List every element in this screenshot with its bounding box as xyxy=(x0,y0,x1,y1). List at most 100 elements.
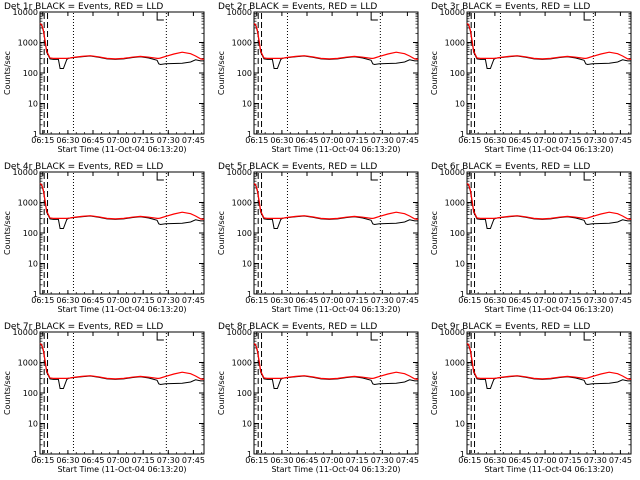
y-tick-label: 100 xyxy=(23,229,38,238)
x-tick-label: 07:45 xyxy=(396,136,419,145)
y-tick-label: 1000 xyxy=(18,39,38,48)
x-tick-label: 06:30 xyxy=(270,456,293,465)
x-tick-label: 07:30 xyxy=(371,296,394,305)
interval-bracket xyxy=(156,332,164,341)
x-tick-label: 06:15 xyxy=(245,296,268,305)
y-tick-label: 1 xyxy=(247,290,252,299)
x-tick-label: 07:45 xyxy=(182,456,205,465)
y-tick-label: 100 xyxy=(450,229,465,238)
chart-title: Det 3r BLACK = Events, RED = LLD xyxy=(431,2,590,12)
y-tick-label: 100 xyxy=(237,69,252,78)
x-tick-label: 06:30 xyxy=(483,456,506,465)
series-line-events xyxy=(466,23,631,69)
y-axis-label: Counts/sec xyxy=(430,51,439,95)
x-tick-label: 07:15 xyxy=(132,456,155,465)
y-tick-label: 100 xyxy=(450,389,465,398)
x-axis-label: Start Time (11-Oct-04 06:13:20) xyxy=(271,465,400,474)
y-tick-label: 10 xyxy=(242,260,252,269)
series-line-lld xyxy=(39,183,205,220)
y-axis-label: Counts/sec xyxy=(3,371,12,415)
y-tick-label: 1000 xyxy=(18,359,38,368)
chart-panel-8: Det 8r BLACK = Events, RED = LLD 1 10 100 10… xyxy=(217,322,419,474)
series-line-lld xyxy=(466,183,632,220)
x-axis-label: Start Time (11-Oct-04 06:13:20) xyxy=(484,145,613,154)
x-tick-label: 07:30 xyxy=(157,136,180,145)
x-axis-label: Start Time (11-Oct-04 06:13:20) xyxy=(57,305,186,314)
x-tick-label: 06:45 xyxy=(508,456,531,465)
plot-frame xyxy=(466,11,632,135)
plot-frame xyxy=(39,11,205,135)
y-axis-label: Counts/sec xyxy=(3,51,12,95)
plot-frame xyxy=(253,11,419,135)
y-tick-label: 10 xyxy=(242,420,252,429)
y-tick-label: 1 xyxy=(460,290,465,299)
y-tick-label: 1000 xyxy=(232,39,252,48)
x-tick-label: 06:15 xyxy=(458,296,481,305)
chart-panel-2: Det 2r BLACK = Events, RED = LLD 1 10 100 10… xyxy=(217,2,419,154)
interval-bracket xyxy=(370,12,378,21)
y-tick-label: 100 xyxy=(237,229,252,238)
y-tick-label: 1 xyxy=(247,450,252,459)
y-tick-label: 10 xyxy=(28,260,38,269)
plot-frame xyxy=(253,331,419,455)
x-tick-label: 06:15 xyxy=(458,456,481,465)
x-tick-label: 07:15 xyxy=(559,136,582,145)
y-tick-label: 1000 xyxy=(445,359,465,368)
chart-title: Det 4r BLACK = Events, RED = LLD xyxy=(4,162,163,172)
y-tick-label: 1000 xyxy=(232,359,252,368)
x-tick-label: 06:15 xyxy=(245,456,268,465)
series-line-events xyxy=(253,23,418,69)
chart-panel-6: Det 6r BLACK = Events, RED = LLD 1 10 100 10… xyxy=(430,162,632,314)
y-tick-label: 10000 xyxy=(13,328,38,337)
x-tick-label: 06:30 xyxy=(483,296,506,305)
x-tick-label: 07:00 xyxy=(534,456,557,465)
x-tick-label: 06:30 xyxy=(270,296,293,305)
series-line-events xyxy=(466,183,631,229)
y-tick-label: 10000 xyxy=(227,8,252,17)
x-tick-label: 06:30 xyxy=(56,456,79,465)
y-tick-label: 100 xyxy=(23,389,38,398)
y-tick-label: 10000 xyxy=(13,8,38,17)
x-tick-label: 07:15 xyxy=(346,296,369,305)
x-tick-label: 07:15 xyxy=(132,296,155,305)
series-line-lld xyxy=(253,343,419,380)
y-tick-label: 100 xyxy=(237,389,252,398)
y-tick-label: 1 xyxy=(33,290,38,299)
chart-title: Det 6r BLACK = Events, RED = LLD xyxy=(431,162,590,172)
x-tick-label: 07:45 xyxy=(609,136,632,145)
x-axis-label: Start Time (11-Oct-04 06:13:20) xyxy=(271,145,400,154)
x-tick-label: 07:45 xyxy=(182,136,205,145)
chart-panel-4: Det 4r BLACK = Events, RED = LLD 1 10 100 10… xyxy=(3,162,205,314)
x-tick-label: 07:00 xyxy=(321,296,344,305)
y-axis-label: Counts/sec xyxy=(430,371,439,415)
chart-panel-7: Det 7r BLACK = Events, RED = LLD 1 10 100 10… xyxy=(3,322,205,474)
x-tick-label: 07:15 xyxy=(559,456,582,465)
x-axis-label: Start Time (11-Oct-04 06:13:20) xyxy=(484,305,613,314)
x-tick-label: 06:45 xyxy=(508,136,531,145)
y-tick-label: 1 xyxy=(33,450,38,459)
plot-frame xyxy=(466,171,632,295)
interval-bracket xyxy=(156,12,164,21)
y-tick-label: 100 xyxy=(450,69,465,78)
series-line-lld xyxy=(253,183,419,220)
chart-title: Det 1r BLACK = Events, RED = LLD xyxy=(4,2,163,12)
x-tick-label: 06:30 xyxy=(56,136,79,145)
plot-frame xyxy=(253,171,419,295)
x-tick-label: 06:45 xyxy=(295,136,318,145)
x-tick-label: 07:15 xyxy=(559,296,582,305)
x-tick-label: 07:45 xyxy=(182,296,205,305)
x-tick-label: 06:45 xyxy=(295,456,318,465)
x-tick-label: 06:30 xyxy=(56,296,79,305)
x-tick-label: 07:00 xyxy=(321,136,344,145)
y-tick-label: 10 xyxy=(455,100,465,109)
interval-bracket xyxy=(583,172,591,181)
y-tick-label: 10000 xyxy=(13,168,38,177)
x-tick-label: 06:15 xyxy=(31,136,54,145)
x-tick-label: 07:30 xyxy=(584,456,607,465)
chart-title: Det 5r BLACK = Events, RED = LLD xyxy=(218,162,377,172)
y-axis-label: Counts/sec xyxy=(3,211,12,255)
y-axis-label: Counts/sec xyxy=(217,51,226,95)
x-tick-label: 06:45 xyxy=(81,456,104,465)
x-tick-label: 06:45 xyxy=(81,296,104,305)
